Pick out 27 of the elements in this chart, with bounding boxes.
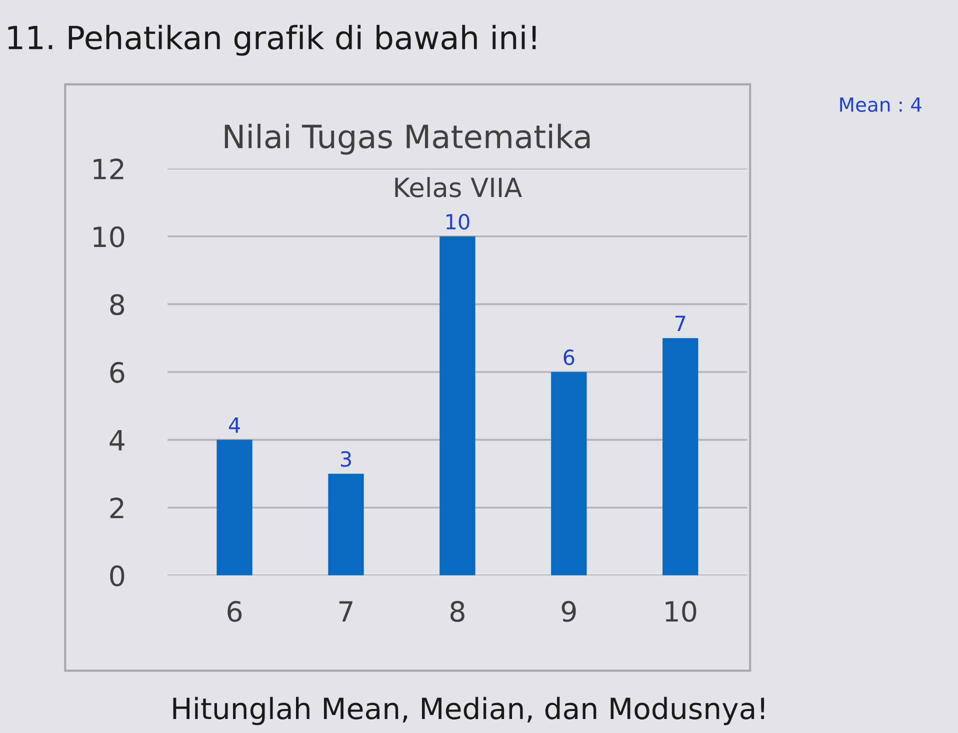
y-tick-label: 12 bbox=[94, 158, 124, 180]
bar bbox=[551, 372, 587, 576]
x-tick-label: 10 bbox=[666, 600, 696, 622]
data-label: 6 bbox=[564, 349, 574, 366]
y-tick-label: 8 bbox=[110, 294, 124, 316]
y-tick-label: 4 bbox=[110, 430, 124, 450]
bar bbox=[440, 236, 476, 576]
x-tick-label: 7 bbox=[339, 601, 352, 622]
chart-title: Nilai Tugas Matematika bbox=[224, 124, 590, 155]
data-label: 10 bbox=[446, 214, 470, 230]
y-tick-label: 6 bbox=[110, 362, 124, 383]
text: Mean : 4 bbox=[840, 97, 922, 112]
bar bbox=[662, 338, 698, 576]
x-tick-label: 9 bbox=[562, 600, 576, 622]
y-tick-label: 0 bbox=[110, 565, 124, 586]
text: 11. Pehatikan grafik di bawah ini! bbox=[8, 24, 536, 56]
x-tick-label: 8 bbox=[450, 600, 464, 622]
x-tick-label: 6 bbox=[228, 600, 242, 622]
y-tick-label: 10 bbox=[94, 226, 124, 248]
chart-subtitle: Kelas VIIA bbox=[395, 176, 522, 198]
bar bbox=[216, 440, 252, 576]
bar bbox=[328, 474, 364, 576]
text: Hitunglah Mean, Median, dan Modusnya! bbox=[173, 696, 764, 726]
data-label: 7 bbox=[675, 316, 686, 331]
y-tick-label: 2 bbox=[110, 498, 124, 518]
data-label: 3 bbox=[340, 451, 351, 467]
data-label: 4 bbox=[228, 418, 240, 433]
